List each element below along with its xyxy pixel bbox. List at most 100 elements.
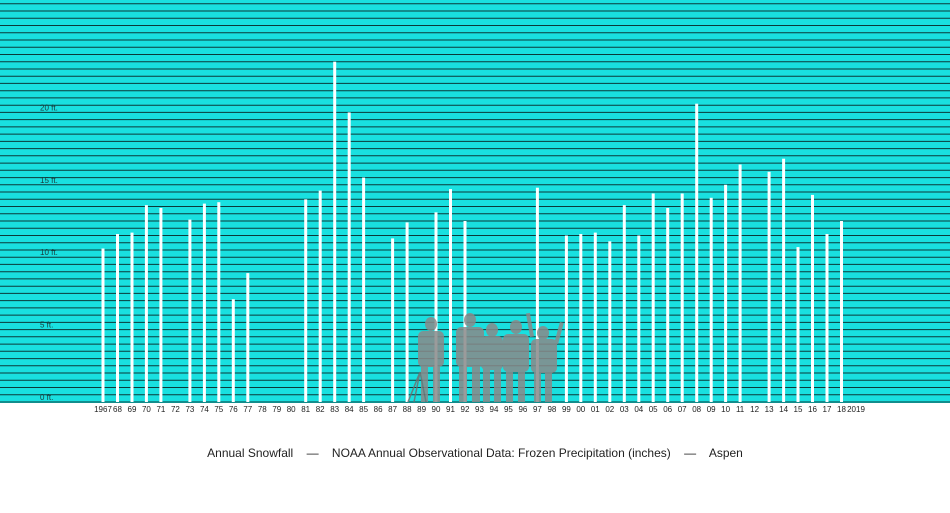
bar: [767, 171, 771, 402]
bar: [622, 205, 626, 402]
x-tick-label: 15: [794, 405, 803, 414]
x-tick-label: 75: [214, 405, 223, 414]
x-tick-label: 83: [330, 405, 339, 414]
caption-separator: —: [684, 446, 697, 460]
bar: [202, 203, 206, 402]
y-tick-label: 15 ft.: [40, 176, 58, 185]
x-tick-label: 1967: [94, 405, 112, 414]
x-tick-label: 04: [634, 405, 643, 414]
caption-separator: —: [306, 446, 319, 460]
x-tick-label: 69: [128, 405, 137, 414]
x-tick-label: 86: [374, 405, 383, 414]
x-tick-label: 87: [388, 405, 397, 414]
x-tick-label: 94: [490, 405, 499, 414]
x-tick-label: 95: [504, 405, 513, 414]
x-tick-label: 72: [171, 405, 180, 414]
x-tick-label: 92: [461, 405, 470, 414]
x-tick-label: 79: [272, 405, 281, 414]
x-tick-label: 09: [707, 405, 716, 414]
bar: [666, 208, 670, 402]
y-tick-label: 5 ft.: [40, 321, 53, 330]
x-tick-label: 00: [576, 405, 585, 414]
bar: [391, 238, 395, 402]
caption-source: NOAA Annual Observational Data: Frozen P…: [331, 446, 671, 460]
x-tick-label: 99: [562, 405, 571, 414]
x-tick-label: 82: [316, 405, 325, 414]
x-tick-label: 88: [403, 405, 412, 414]
x-tick-label: 12: [750, 405, 759, 414]
x-tick-label: 17: [823, 405, 832, 414]
x-tick-label: 13: [765, 405, 774, 414]
bar: [449, 189, 452, 402]
bar: [304, 199, 308, 402]
x-tick-label: 18: [837, 405, 846, 414]
bar: [782, 158, 786, 402]
y-axis-tick-labels: 0 ft. 5 ft. 10 ft. 15 ft. 20 ft.: [40, 103, 58, 402]
bar: [159, 208, 163, 402]
x-tick-label: 81: [301, 405, 310, 414]
bar: [593, 232, 597, 402]
bar: [405, 222, 409, 402]
x-tick-label: 97: [533, 405, 542, 414]
bar: [579, 234, 583, 402]
x-tick-label: 78: [258, 405, 267, 414]
bar: [564, 235, 568, 402]
x-tick-label: 89: [417, 405, 426, 414]
bar: [217, 202, 221, 402]
x-tick-label: 93: [475, 405, 484, 414]
bar: [811, 194, 814, 402]
y-tick-label: 0 ft.: [40, 393, 53, 402]
bar: [318, 190, 322, 402]
bar: [695, 103, 699, 402]
bar: [116, 234, 119, 402]
x-tick-label: 11: [736, 405, 745, 414]
x-tick-label: 91: [446, 405, 455, 414]
x-tick-label: 85: [359, 405, 368, 414]
chart-caption: Annual Snowfall — NOAA Annual Observatio…: [0, 446, 950, 460]
bar: [825, 234, 829, 402]
bar: [840, 221, 843, 402]
x-tick-label: 16: [808, 405, 817, 414]
x-tick-label: 02: [605, 405, 614, 414]
x-axis-tick-labels: 1967 68 69 70 71 72 73 74 75 76 77 78 79 80 81 82 83 84 85…: [94, 405, 865, 414]
y-tick-label: 20 ft.: [40, 103, 58, 112]
bar: [144, 205, 148, 402]
x-tick-label: 10: [721, 405, 730, 414]
x-tick-label: 71: [156, 405, 165, 414]
x-tick-label: 90: [432, 405, 441, 414]
y-tick-label: 10 ft.: [40, 248, 58, 257]
x-tick-label: 03: [620, 405, 629, 414]
x-tick-label: 01: [591, 405, 600, 414]
x-tick-label: 06: [663, 405, 672, 414]
bar: [738, 164, 742, 402]
bar: [246, 273, 250, 402]
bar: [188, 219, 192, 402]
bar: [347, 112, 351, 403]
x-tick-label: 70: [142, 405, 151, 414]
bar: [724, 184, 728, 402]
x-tick-label: 08: [692, 405, 701, 414]
bar: [231, 299, 235, 402]
x-tick-label: 84: [345, 405, 354, 414]
x-tick-label: 76: [229, 405, 238, 414]
bar: [637, 235, 641, 402]
bar: [463, 221, 467, 402]
snowfall-chart: 0 ft. 5 ft. 10 ft. 15 ft. 20 ft.: [0, 0, 950, 414]
bar: [362, 177, 366, 402]
people-group-photo-icon: [407, 312, 564, 403]
x-tick-label: 77: [243, 405, 252, 414]
bars: [101, 61, 843, 403]
caption-location: Aspen: [708, 446, 743, 460]
bar: [535, 187, 539, 402]
bar: [101, 248, 105, 402]
x-tick-label: 14: [779, 405, 788, 414]
bar: [651, 193, 655, 402]
caption-title: Annual Snowfall: [207, 446, 294, 460]
x-tick-label: 74: [200, 405, 209, 414]
x-tick-label: 96: [518, 405, 527, 414]
x-tick-label: 73: [185, 405, 194, 414]
bar: [680, 193, 684, 402]
bar: [434, 212, 438, 402]
bar: [333, 61, 337, 402]
bar: [608, 241, 612, 402]
